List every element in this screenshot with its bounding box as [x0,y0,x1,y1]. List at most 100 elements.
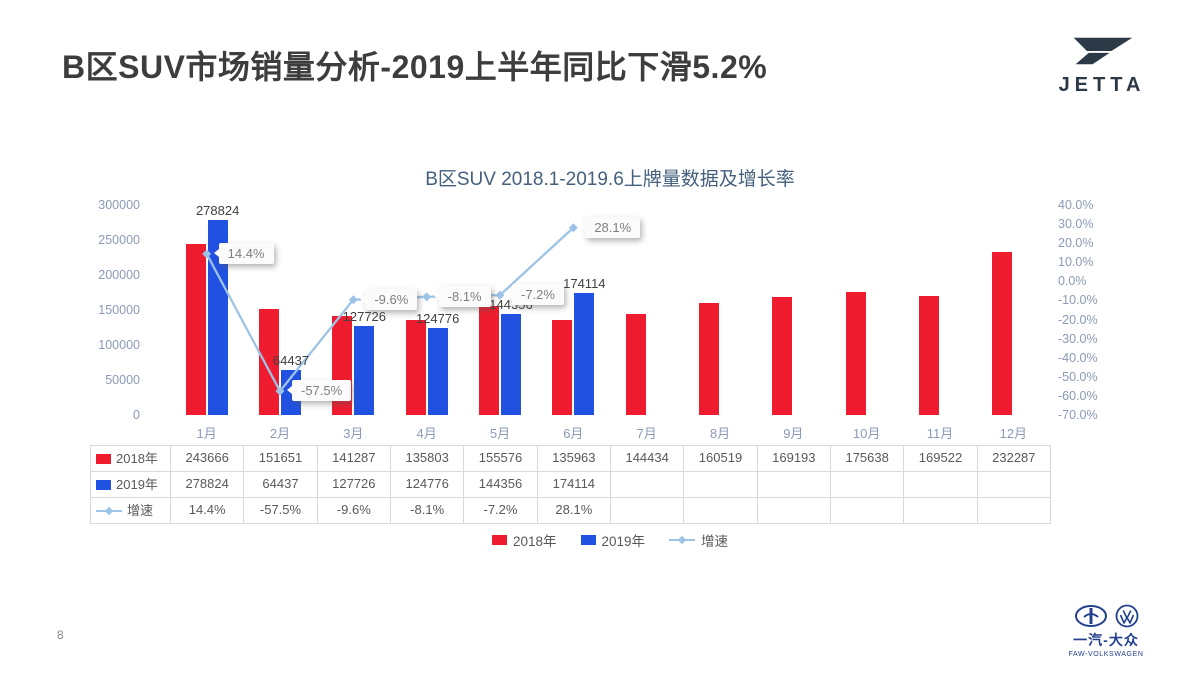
bar-2018 [699,302,719,415]
right-axis-tick-label: -30.0% [1058,331,1098,346]
line-marker [348,295,358,305]
bar-2018 [919,296,939,415]
right-axis-tick-label: 0.0% [1058,274,1087,289]
legend-line-swatch-icon [669,535,696,545]
table-cell: -57.5% [244,498,318,524]
bar-value-label: 64437 [272,352,310,368]
table-cell: 169193 [757,446,831,472]
bar-2018 [992,252,1013,415]
x-axis-label: 2月 [269,426,291,441]
table-cell [611,472,685,498]
table-cell [904,498,978,524]
bar-2019 [427,327,448,415]
table-cell: 144434 [611,446,685,472]
bar-2018 [552,319,573,415]
left-axis-tick-label: 100000 [98,338,140,352]
x-axis-label: 11月 [926,426,954,441]
table-cell: 124776 [391,472,465,498]
table-cell: 243666 [171,446,245,472]
bar-value-label: 127726 [342,308,387,324]
series-label: 增速 [91,498,171,524]
right-axis-tick-label: -50.0% [1058,369,1098,384]
table-cell: -7.2% [464,498,538,524]
growth-callout: -57.5% [286,380,352,402]
left-axis-tick-label: 0 [133,408,140,422]
chart-title: B区SUV 2018.1-2019.6上牌量数据及增长率 [425,169,795,190]
right-axis-tick-label: -70.0% [1058,408,1098,422]
left-axis-tick-label: 300000 [98,198,140,212]
table-cell: 141287 [317,446,391,472]
bar-2018 [405,319,426,415]
legend-swatch-icon [491,535,507,545]
page-title: B区SUV市场销量分析-2019上半年同比下滑5.2% [62,49,768,85]
table-cell [611,498,685,524]
legend-swatch-icon [580,535,596,545]
left-axis-tick-label: 250000 [98,233,140,247]
jetta-logo-text: JETTA [1058,74,1146,96]
x-axis-spacer [90,423,170,445]
table-cell: 232287 [977,446,1051,472]
line-marker [568,223,578,233]
left-axis-tick-label: 50000 [105,373,140,387]
chart-data-table: 2018年 243666 151651 141287 135803 155576 13596… [90,445,1051,524]
table-cell [831,498,905,524]
faw-vw-brand-cn: 一汽-大众 [1073,632,1139,648]
table-cell [904,472,978,498]
series-name: 2019年 [116,476,158,492]
table-cell: 14.4% [171,498,245,524]
x-axis-label: 4月 [416,426,437,441]
x-axis-label: 10月 [852,426,881,441]
table-cell: -9.6% [317,498,391,524]
x-axis-label: 9月 [783,426,804,441]
x-axis-label: 6月 [563,426,584,441]
table-cell: 151651 [244,446,318,472]
table-cell [831,472,905,498]
line-marker [422,292,432,302]
x-axis: 1月 2月 3月 4月 5月 6月 7月 8月 9月 10月 11月 12月 [90,423,1050,445]
table-cell: 174114 [537,472,611,498]
table-cell [684,498,758,524]
faw-vw-brand-en: FAW-VOLKSWAGEN [1068,651,1144,658]
legend-item: 2018年 [491,530,557,550]
bar-2019 [574,293,595,415]
x-axis-label: 1月 [196,426,217,441]
table-cell: 175638 [831,446,905,472]
series-label: 2019年 [91,472,171,498]
table-cell: 278824 [171,472,245,498]
table-cell: 160519 [684,446,758,472]
right-axis-tick-label: -10.0% [1058,293,1098,308]
legend-item: 增速 [669,530,728,550]
jetta-logo: JETTA [1050,34,1154,97]
faw-icon [1074,605,1107,627]
series-label: 2018年 [91,446,171,472]
x-axis-label: 8月 [709,426,731,441]
right-axis-tick-label: 40.0% [1058,198,1094,212]
table-cell: 135963 [537,446,611,472]
bar-2018 [772,296,793,415]
table-cell: 144356 [464,472,538,498]
x-axis-label: 12月 [999,426,1028,441]
table-cell: 64437 [244,472,318,498]
table-cell: 155576 [464,446,538,472]
right-axis-tick-label: -60.0% [1058,388,1098,403]
right-axis-tick-label: 30.0% [1058,217,1094,232]
x-axis-label: 5月 [489,426,511,441]
right-axis-tick-label: -40.0% [1058,350,1098,365]
faw-vw-logo: 一汽-大众 FAW-VOLKSWAGEN [1056,604,1156,658]
legend-label: 2018年 [512,534,557,549]
bar-2018 [185,244,206,415]
x-axis-label: 3月 [343,426,364,441]
table-cell [977,472,1051,498]
right-axis-tick-label: 20.0% [1058,236,1094,251]
bar-2019 [501,313,521,415]
legend-label: 增速 [701,534,729,549]
table-cell [684,472,758,498]
growth-callout: 14.4% [213,242,274,264]
line-swatch-icon [96,506,122,516]
growth-callout: 28.1% [580,216,641,238]
x-axis-label: 7月 [636,426,657,441]
bar-2018 [479,306,499,415]
bar-swatch-icon [96,453,111,464]
growth-callout: -9.6% [360,288,418,310]
